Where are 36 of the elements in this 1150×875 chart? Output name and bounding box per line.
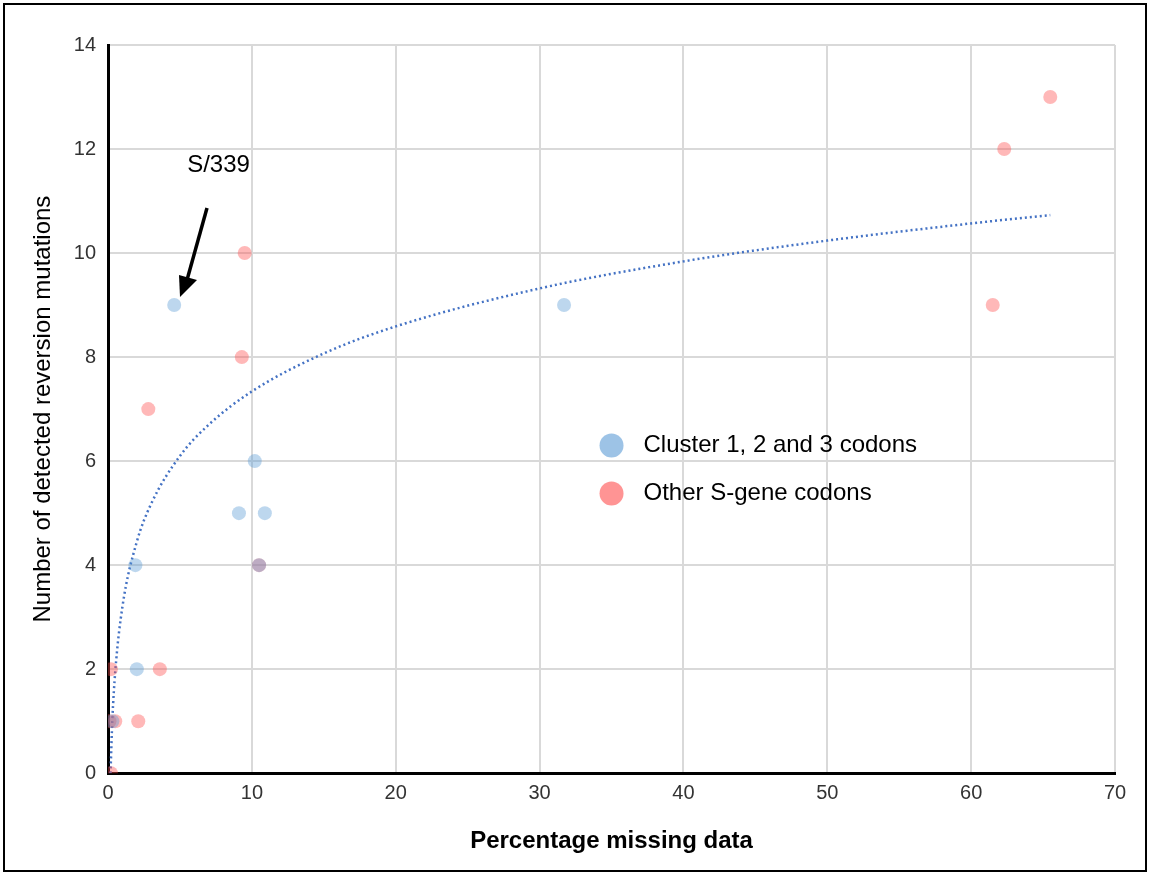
point [152,662,167,677]
point [237,246,252,261]
y-tick-label: 0 [84,760,97,783]
point [997,142,1012,157]
point [557,298,572,313]
y-axis-title: Number of detected reversion mutations [28,195,56,623]
y-tick-label: 6 [84,448,97,471]
y-tick-label: 12 [73,136,97,159]
point [231,506,246,521]
point [131,714,146,729]
point [234,350,249,365]
point [167,298,182,313]
x-axis-title: Percentage missing data [470,826,754,854]
point [247,454,262,469]
x-tick-label: 40 [672,780,695,803]
y-tick-label: 4 [84,552,97,575]
point [985,298,1000,313]
point [1043,90,1058,105]
point [129,662,144,677]
legend-label: Cluster 1, 2 and 3 codons [643,430,918,458]
x-tick-label: 0 [102,780,114,803]
x-tick-label: 20 [384,780,407,803]
point [141,402,156,417]
x-tick-label: 30 [528,780,551,803]
point [128,558,143,573]
x-tick-label: 60 [960,780,983,803]
x-tick-label: 50 [816,780,839,803]
y-tick-label: 10 [73,240,97,263]
y-tick-label: 2 [84,656,97,679]
y-tick-label: 8 [84,344,97,367]
x-tick-label: 70 [1103,780,1127,803]
x-tick-label: 10 [240,780,264,803]
legend-label: Other S-gene codons [643,478,872,506]
y-tick-label: 14 [73,32,97,55]
annotation: S/339 [187,150,250,178]
point [257,506,272,521]
